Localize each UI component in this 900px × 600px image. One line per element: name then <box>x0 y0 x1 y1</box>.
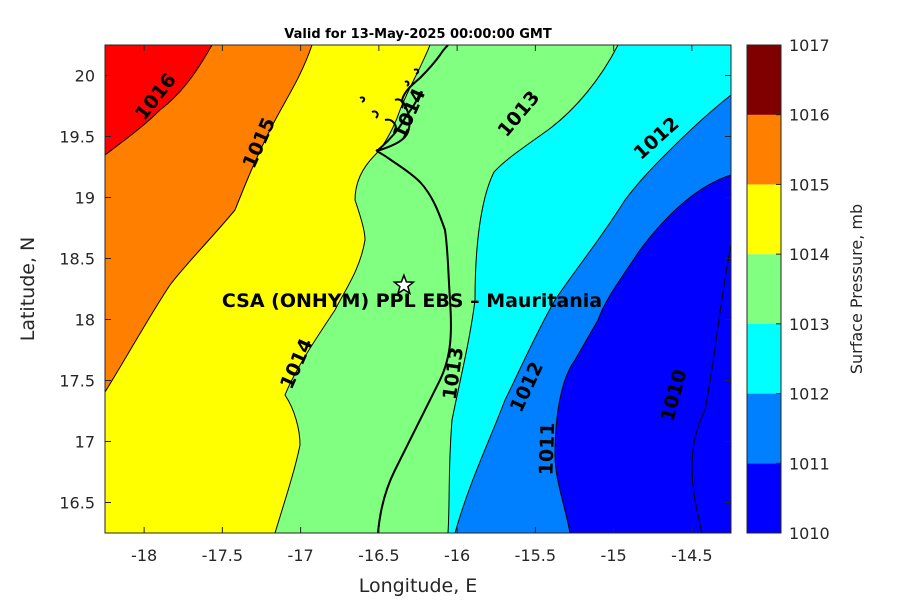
y-tick-label: 19.5 <box>59 128 95 147</box>
contour-line-1016 <box>105 45 213 156</box>
colorbar: 1010 1011 1012 1013 1014 1015 1016 1017 <box>746 36 830 543</box>
colorbar-title: Surface Pressure, mb <box>847 204 866 374</box>
colorbar-swatch <box>747 184 781 255</box>
colorbar-swatch <box>747 254 781 324</box>
coastline <box>375 45 452 533</box>
y-tick-label: 18 <box>75 311 95 330</box>
x-tick-label: -16.5 <box>358 546 399 565</box>
star-icon <box>392 273 416 296</box>
colorbar-tick-label: 1016 <box>789 106 830 125</box>
colorbar-tick-label: 1012 <box>789 385 830 404</box>
site-label: CSA (ONHYM) PPL EBS – Mauritania <box>222 290 602 312</box>
contour-line-1013 <box>447 45 619 533</box>
colorbar-swatch <box>747 323 781 394</box>
plot-frame <box>104 44 732 534</box>
y-tick-label: 18.5 <box>59 250 95 269</box>
x-tick-label: -14.5 <box>671 546 712 565</box>
x-tick-label: -15 <box>601 546 627 565</box>
contour-line-1010 <box>691 244 731 533</box>
x-tick-label: -17 <box>288 546 314 565</box>
colorbar-swatch-top <box>747 45 781 115</box>
x-axis-ticks: -18 -17.5 -17 -16.5 -16 -15.5 -15 -14.5 <box>131 45 713 565</box>
colorbar-swatch <box>747 114 781 185</box>
colorbar-tick-label: 1010 <box>789 524 830 543</box>
site-marker <box>392 273 416 296</box>
map-title: Valid for 13-May-2025 00:00:00 GMT <box>284 27 552 42</box>
y-axis-ticks: 16.5 17 17.5 18 18.5 19 19.5 20 <box>59 67 731 513</box>
colorbar-tick-label: 1017 <box>789 36 830 55</box>
x-tick-label: -18 <box>131 546 157 565</box>
contour-line-1011 <box>554 174 731 533</box>
colorbar-tick-label: 1015 <box>789 175 830 194</box>
y-tick-label: 17.5 <box>59 372 95 391</box>
x-tick-label: -17.5 <box>202 546 243 565</box>
colorbar-swatch <box>747 463 781 533</box>
colorbar-tick-label: 1014 <box>789 245 830 264</box>
x-tick-label: -16 <box>444 546 470 565</box>
contour-label: 1011 <box>535 422 559 476</box>
contour-line-1012 <box>454 94 731 533</box>
colorbar-tick-label: 1013 <box>789 315 830 334</box>
band-1016-1017 <box>105 45 212 155</box>
coastline-islands <box>359 68 421 151</box>
y-tick-label: 19 <box>75 189 95 208</box>
y-tick-label: 20 <box>75 67 95 86</box>
filled-contours <box>105 45 731 533</box>
x-axis-title: Longitude, E <box>359 575 478 597</box>
colorbar-tick-label: 1011 <box>789 454 830 473</box>
colorbar-swatch <box>747 393 781 464</box>
y-tick-label: 17 <box>75 433 95 452</box>
colorbar-frame <box>746 44 782 534</box>
y-axis-title: Latitude, N <box>17 237 39 342</box>
contour-line-1015 <box>105 45 313 393</box>
x-tick-label: -15.5 <box>515 546 556 565</box>
y-tick-label: 16.5 <box>59 494 95 513</box>
